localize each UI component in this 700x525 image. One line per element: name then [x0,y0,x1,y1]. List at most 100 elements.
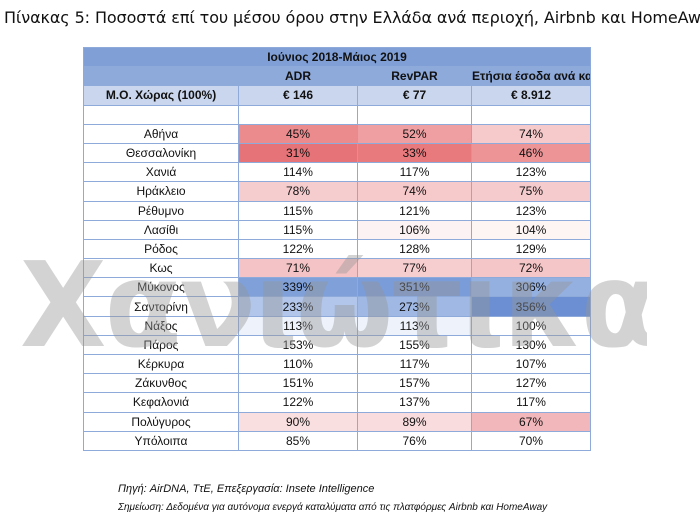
spacer-cell [471,104,591,125]
spacer-cell [83,104,239,125]
adr-cell: 153% [238,334,358,356]
adr-cell: 122% [238,392,358,413]
adr-cell: 115% [238,200,358,221]
column-header-revenue: Ετήσια έσοδα ανά κατάλυμα [471,66,591,87]
region-cell: Πολύγυρος [83,411,239,432]
revenue-cell: 104% [471,219,591,240]
revenue-cell: 129% [471,238,591,260]
regional-comparison-table: Ιούνιος 2018-Μάιος 2019 ADR RevPAR Ετήσι… [83,46,591,451]
table-row: Πολύγυρος 90% 89% 67% [83,411,591,432]
adr-cell: 110% [238,353,358,375]
adr-cell: 113% [238,315,358,336]
revpar-cell: 77% [357,258,472,279]
region-cell: Ρόδος [83,238,239,260]
country-average-row: Μ.Ο. Χώρας (100%) € 146 € 77 € 8.912 [83,85,591,106]
adr-cell: 122% [238,238,358,260]
revenue-cell: 46% [471,142,591,164]
period-header: Ιούνιος 2018-Μάιος 2019 [83,46,591,68]
column-header-revpar: RevPAR [357,66,472,87]
revenue-cell: 306% [471,277,591,298]
column-header-adr: ADR [238,66,358,87]
revenue-cell: 74% [471,123,591,144]
revenue-cell: 130% [471,334,591,356]
table-row: Κως 71% 77% 72% [83,258,591,279]
adr-cell: 45% [238,123,358,144]
revenue-cell: 100% [471,315,591,336]
table-row: Θεσσαλονίκη 31% 33% 46% [83,142,591,164]
adr-cell: 71% [238,258,358,279]
table-row: Ρέθυμνο 115% 121% 123% [83,200,591,221]
revpar-cell: 74% [357,181,472,202]
region-cell: Κεφαλονιά [83,392,239,413]
period-header-row: Ιούνιος 2018-Μάιος 2019 [83,46,591,68]
revpar-cell: 273% [357,296,472,317]
region-cell: Νάξος [83,315,239,336]
spacer-cell [238,104,358,125]
region-cell: Υπόλοιπα [83,430,239,451]
table-row: Πάρος 153% 155% 130% [83,334,591,356]
revpar-cell: 155% [357,334,472,356]
adr-cell: 151% [238,373,358,394]
column-header-row: ADR RevPAR Ετήσια έσοδα ανά κατάλυμα [83,66,591,87]
region-cell: Ηράκλειο [83,181,239,202]
revenue-cell: 123% [471,162,591,183]
adr-cell: 90% [238,411,358,432]
revenue-cell: 75% [471,181,591,202]
revenue-cell: 107% [471,353,591,375]
revenue-cell: 67% [471,411,591,432]
average-revenue: € 8.912 [471,85,591,106]
table-row: Λασίθι 115% 106% 104% [83,219,591,240]
table-row: Νάξος 113% 113% 100% [83,315,591,336]
region-cell: Κέρκυρα [83,353,239,375]
region-cell: Αθήνα [83,123,239,144]
revpar-cell: 33% [357,142,472,164]
table-row: Αθήνα 45% 52% 74% [83,123,591,144]
revpar-cell: 121% [357,200,472,221]
table-row: Κέρκυρα 110% 117% 107% [83,353,591,375]
adr-cell: 31% [238,142,358,164]
revpar-cell: 157% [357,373,472,394]
region-cell: Λασίθι [83,219,239,240]
revpar-cell: 117% [357,353,472,375]
table-row: Κεφαλονιά 122% 137% 117% [83,392,591,413]
region-cell: Χανιά [83,162,239,183]
average-adr: € 146 [238,85,358,106]
adr-cell: 78% [238,181,358,202]
revenue-cell: 70% [471,430,591,451]
table-caption: Πίνακας 5: Ποσοστά επί του μέσου όρου στ… [4,8,700,27]
average-revpar: € 77 [357,85,472,106]
region-cell: Ζάκυνθος [83,373,239,394]
table-row: Ρόδος 122% 128% 129% [83,238,591,260]
adr-cell: 114% [238,162,358,183]
region-cell: Σαντορίνη [83,296,239,317]
adr-cell: 115% [238,219,358,240]
revenue-cell: 72% [471,258,591,279]
revpar-cell: 113% [357,315,472,336]
region-cell: Ρέθυμνο [83,200,239,221]
revpar-cell: 137% [357,392,472,413]
region-cell: Θεσσαλονίκη [83,142,239,164]
table-row: Σαντορίνη 233% 273% 356% [83,296,591,317]
data-note: Σημείωση: Δεδομένα για αυτόνομα ενεργά κ… [118,502,548,513]
adr-cell: 339% [238,277,358,298]
column-header-region [83,66,239,87]
region-cell: Κως [83,258,239,279]
revenue-cell: 117% [471,392,591,413]
adr-cell: 85% [238,430,358,451]
revpar-cell: 106% [357,219,472,240]
average-label: Μ.Ο. Χώρας (100%) [83,85,239,106]
table-row: Μύκονος 339% 351% 306% [83,277,591,298]
source-note: Πηγή: AirDNA, ΤτΕ, Επεξεργασία: Insete I… [118,483,375,495]
region-cell: Πάρος [83,334,239,356]
revenue-cell: 123% [471,200,591,221]
table-row: Χανιά 114% 117% 123% [83,162,591,183]
revpar-cell: 351% [357,277,472,298]
spacer-cell [357,104,472,125]
table-row: Ζάκυνθος 151% 157% 127% [83,373,591,394]
revenue-cell: 127% [471,373,591,394]
table-row: Υπόλοιπα 85% 76% 70% [83,430,591,451]
revpar-cell: 89% [357,411,472,432]
revpar-cell: 128% [357,238,472,260]
spacer-row [83,104,591,125]
revpar-cell: 52% [357,123,472,144]
